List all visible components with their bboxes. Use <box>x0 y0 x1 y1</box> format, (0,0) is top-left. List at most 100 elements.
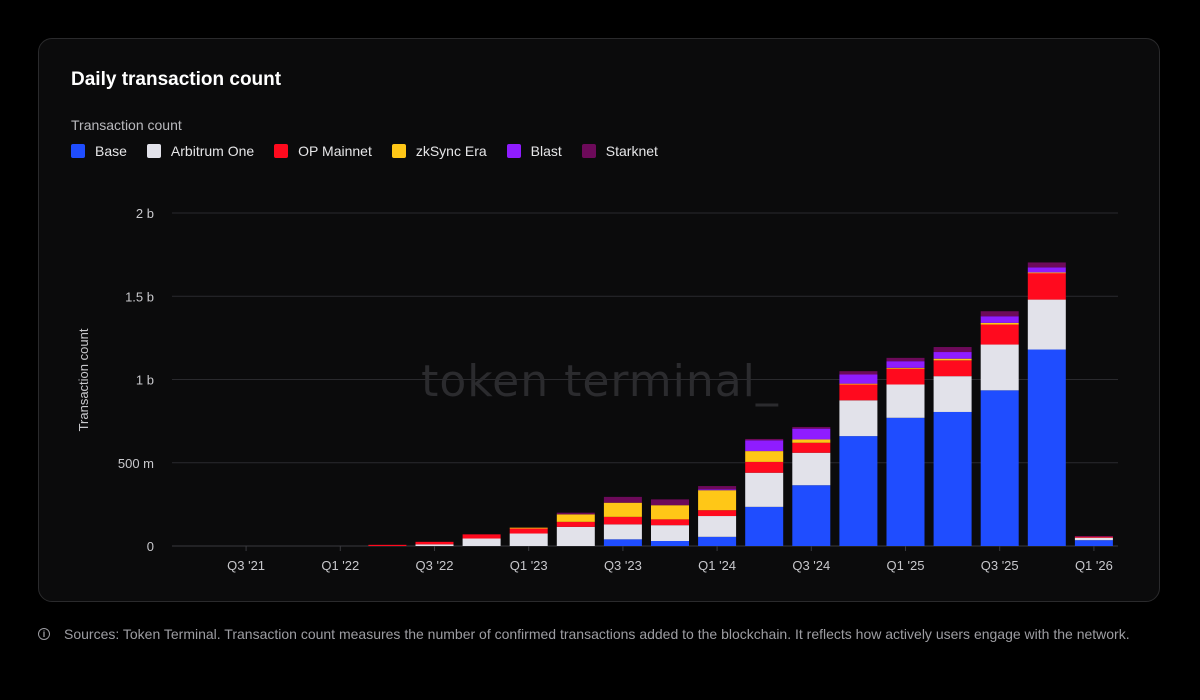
bar-segment-arbitrum-one[interactable] <box>792 452 831 486</box>
bar-segment-base[interactable] <box>980 390 1019 546</box>
bar-segment-arbitrum-one[interactable] <box>509 533 548 546</box>
bar-segment-zksync-era[interactable] <box>698 490 737 511</box>
y-tick-label: 0 <box>147 539 154 554</box>
bar-segment-blast[interactable] <box>698 489 737 491</box>
bar-segment-op-mainnet[interactable] <box>933 360 972 377</box>
bar-segment-starknet[interactable] <box>651 499 689 506</box>
bar-segment-blast[interactable] <box>933 352 972 359</box>
bar-segment-op-mainnet[interactable] <box>462 534 501 539</box>
bar-segment-base[interactable] <box>651 541 689 546</box>
x-tick-label: Q3 '24 <box>792 558 830 573</box>
chart-title: Daily transaction count <box>71 69 282 90</box>
bar-segment-op-mainnet[interactable] <box>698 510 737 517</box>
bar-segment-arbitrum-one[interactable] <box>651 525 689 542</box>
bar-segment-arbitrum-one[interactable] <box>933 376 972 412</box>
bar-segment-base[interactable] <box>1074 540 1113 546</box>
bar-segment-starknet[interactable] <box>980 311 1019 317</box>
bar-segment-starknet[interactable] <box>1074 536 1113 537</box>
bar-segment-arbitrum-one[interactable] <box>839 400 878 437</box>
bar-segment-base[interactable] <box>603 539 642 546</box>
bar-segment-zksync-era[interactable] <box>792 439 831 443</box>
bar-segment-base[interactable] <box>886 417 925 546</box>
legend-label: Arbitrum One <box>170 143 255 159</box>
legend-item-zksync-era[interactable]: zkSync Era <box>391 143 487 159</box>
bar-segment-zksync-era[interactable] <box>745 451 784 462</box>
bar-segment-op-mainnet[interactable] <box>368 544 407 546</box>
bar-segment-arbitrum-one[interactable] <box>745 472 784 507</box>
legend-label: OP Mainnet <box>298 143 372 159</box>
bar-segment-arbitrum-one[interactable] <box>415 544 454 546</box>
bar-segment-arbitrum-one[interactable] <box>1027 299 1066 350</box>
footer-text: Sources: Token Terminal. Transaction cou… <box>64 626 1130 642</box>
bar-segment-zksync-era[interactable] <box>839 383 878 385</box>
bar-segment-blast[interactable] <box>1027 267 1066 273</box>
legend-item-base[interactable]: Base <box>71 143 127 159</box>
x-tick-label: Q3 '21 <box>227 558 265 573</box>
bar-segment-blast[interactable] <box>839 374 878 384</box>
bar-segment-base[interactable] <box>698 536 737 546</box>
bar-segment-op-mainnet[interactable] <box>651 519 689 526</box>
legend-item-blast[interactable]: Blast <box>506 143 562 159</box>
chart-plot: token terminal_ 0 500 m 1 b 1.5 b 2 b Transac… <box>76 206 1118 573</box>
chart-card: Daily transaction count Transaction coun… <box>38 38 1160 602</box>
bar-segment-op-mainnet[interactable] <box>745 461 784 473</box>
footer-note: i Sources: Token Terminal. Transaction c… <box>38 624 1148 644</box>
bar-segment-zksync-era[interactable] <box>651 505 689 520</box>
info-icon: i <box>38 628 50 640</box>
bar-segment-op-mainnet[interactable] <box>556 521 595 527</box>
bar-segment-starknet[interactable] <box>745 438 784 441</box>
bar-segment-arbitrum-one[interactable] <box>556 526 595 546</box>
bar-segment-base[interactable] <box>745 506 784 546</box>
y-axis-title: Transaction count <box>76 328 91 431</box>
bar-segment-starknet[interactable] <box>886 357 925 362</box>
legend-item-arbitrum-one[interactable]: Arbitrum One <box>146 143 255 159</box>
bar-segment-zksync-era[interactable] <box>509 527 548 529</box>
bar-segment-starknet[interactable] <box>556 512 595 515</box>
bar-segment-base[interactable] <box>1027 349 1066 546</box>
bar-segment-op-mainnet[interactable] <box>1074 536 1113 538</box>
bar-segment-zksync-era[interactable] <box>886 367 925 369</box>
bar-segment-starknet[interactable] <box>603 496 642 503</box>
bar-segment-starknet[interactable] <box>839 371 878 375</box>
bar-segment-base[interactable] <box>839 436 878 546</box>
bar-segment-blast[interactable] <box>745 440 784 452</box>
bar-segment-starknet[interactable] <box>792 426 831 429</box>
legend-swatch <box>506 144 521 158</box>
bar-segment-arbitrum-one[interactable] <box>698 516 737 537</box>
bar-segment-arbitrum-one[interactable] <box>980 344 1019 391</box>
bar-segment-op-mainnet[interactable] <box>839 384 878 401</box>
y-tick-label: 1 b <box>136 373 154 388</box>
bar-segment-op-mainnet[interactable] <box>792 442 831 453</box>
bar-segment-base[interactable] <box>933 411 972 546</box>
bar-segment-op-mainnet[interactable] <box>980 324 1019 345</box>
bar-segment-zksync-era[interactable] <box>603 502 642 517</box>
x-tick-label: Q1 '23 <box>510 558 548 573</box>
bar-segment-op-mainnet[interactable] <box>886 368 925 385</box>
x-tick-label: Q1 '25 <box>887 558 925 573</box>
bar-segment-starknet[interactable] <box>1027 262 1066 268</box>
bar-segment-arbitrum-one[interactable] <box>886 384 925 418</box>
bar-segment-zksync-era[interactable] <box>980 322 1019 325</box>
bar-segment-blast[interactable] <box>792 428 831 440</box>
bar-segment-base[interactable] <box>792 485 831 546</box>
legend-item-op-mainnet[interactable]: OP Mainnet <box>274 143 372 159</box>
bar-segment-zksync-era[interactable] <box>556 514 595 522</box>
bar-segment-arbitrum-one[interactable] <box>1074 537 1113 541</box>
bar-segment-starknet[interactable] <box>933 347 972 353</box>
legend-label: Base <box>95 143 127 159</box>
bar-segment-op-mainnet[interactable] <box>415 541 454 545</box>
bar-segment-arbitrum-one[interactable] <box>603 524 642 540</box>
bar-segment-op-mainnet[interactable] <box>603 516 642 525</box>
x-tick-label: Q1 '22 <box>321 558 359 573</box>
bar-segment-zksync-era[interactable] <box>1027 272 1066 274</box>
legend-item-starknet[interactable]: Starknet <box>581 143 658 159</box>
bar-segment-starknet[interactable] <box>698 486 737 490</box>
bar-segment-arbitrum-one[interactable] <box>462 538 501 546</box>
x-tick-label: Q1 '24 <box>698 558 736 573</box>
bar-segment-blast[interactable] <box>980 316 1019 323</box>
bar-segment-op-mainnet[interactable] <box>1027 272 1066 300</box>
bar-segment-op-mainnet[interactable] <box>509 528 548 534</box>
legend-label: Starknet <box>605 143 658 159</box>
bar-segment-blast[interactable] <box>886 361 925 368</box>
bar-segment-zksync-era[interactable] <box>933 358 972 361</box>
